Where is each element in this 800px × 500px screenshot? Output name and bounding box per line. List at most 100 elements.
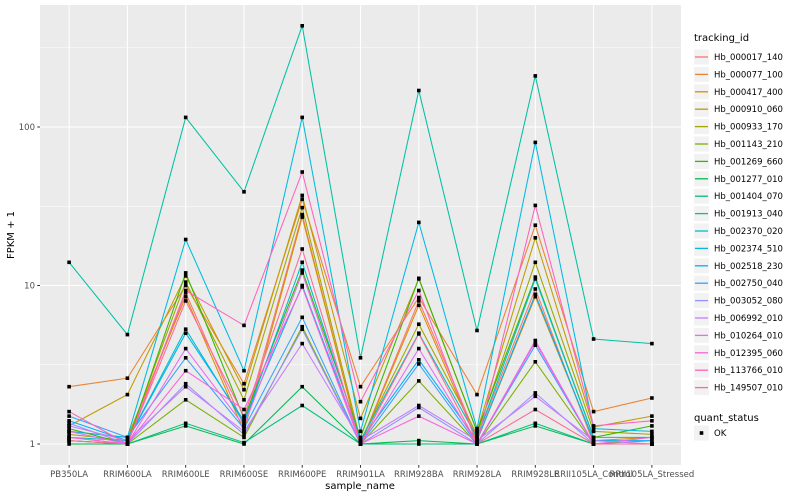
legend-entry-label: Hb_002374_510 (714, 244, 783, 254)
legend-entry-label: Hb_006992_010 (714, 314, 783, 324)
legend-entry-label: Hb_001913_040 (714, 210, 783, 220)
legend-entry-label: Hb_001143_210 (714, 140, 783, 150)
x-tick-label-PB350LA: PB350LA (50, 470, 88, 480)
data-point-Hb_001913_040-RRIM600LA (125, 332, 130, 337)
x-axis-title: sample_name (325, 481, 395, 492)
data-point-Hb_002374_510-RRIM928LA (475, 426, 479, 431)
data-point-Hb_001913_040-RRIM600SE (242, 190, 246, 194)
data-point-Hb_001913_040-PB350LA (67, 260, 71, 265)
data-point-Hb_001404_070-RRIM600PE (300, 403, 304, 408)
legend-entry-label: Hb_000417_400 (714, 88, 783, 98)
data-point-Hb_001143_210-RRIM600SE (242, 435, 246, 440)
data-point-Hb_000910_060-RRII105LA_Stressed (650, 414, 654, 418)
data-point-Hb_006992_010-RRIM600LE (183, 384, 188, 389)
data-point-Hb_006992_010-RRIM901LA (358, 438, 363, 443)
data-point-Hb_113766_010-RRIM600SE (242, 323, 246, 328)
data-point-Hb_000910_060-RRIM600PE (300, 193, 304, 198)
data-point-Hb_149507_010-PB350LA (67, 438, 71, 443)
data-point-Hb_002370_020-RRIM600LE (183, 327, 188, 331)
data-point-Hb_001277_010-PB350LA (67, 442, 71, 446)
legend-entry-label: Hb_002518_230 (714, 262, 783, 272)
data-point-Hb_113766_010-RRIM928BA (417, 288, 421, 293)
legend-entry-Hb_000910_060: Hb_000910_060 (694, 101, 783, 117)
data-point-Hb_001269_660-RRII105LA_Stressed (650, 424, 654, 428)
data-point-Hb_000077_100-RRIM600SE (242, 381, 246, 386)
x-tick-label-RRIM928LA: RRIM928LA (453, 470, 502, 480)
legend-entry-label: Hb_001277_010 (714, 175, 783, 185)
data-point-Hb_149507_010-RRIM928LA (475, 442, 479, 446)
data-point-Hb_001913_040-RRIM600PE (300, 24, 304, 28)
data-point-Hb_000077_100-PB350LA (67, 384, 71, 389)
data-point-Hb_012395_060-RRIM600SE (242, 407, 246, 412)
legend-entry-Hb_001143_210: Hb_001143_210 (694, 136, 783, 152)
data-point-Hb_001269_660-RRIM928LE (533, 275, 538, 279)
data-point-Hb_001913_040-RRII105LA_Control (591, 337, 596, 341)
data-point-Hb_000417_400-RRIM600PE (300, 215, 304, 219)
data-point-Hb_001269_660-PB350LA (67, 426, 71, 431)
x-tick-label-RRIM600PE: RRIM600PE (278, 470, 326, 480)
data-point-Hb_001143_210-RRIM928LE (533, 360, 538, 364)
data-point-Hb_003052_080-RRIM600PE (300, 327, 304, 331)
data-point-Hb_149507_010-RRIM600PE (300, 247, 304, 251)
data-point-Hb_010264_010-RRIM928BA (417, 346, 421, 351)
data-point-Hb_000017_140-RRIM928LE (533, 287, 538, 291)
legend-entry-label: Hb_001269_660 (714, 157, 783, 167)
legend-entry-label: Hb_002370_020 (714, 227, 783, 237)
legend-entry-Hb_002750_040: Hb_002750_040 (694, 275, 783, 291)
legend-entry-Hb_000417_400: Hb_000417_400 (694, 84, 783, 100)
data-point-Hb_002518_230-RRII105LA_Stressed (650, 438, 654, 443)
legend-square-swatch (699, 431, 704, 435)
data-point-Hb_002374_510-RRIM600PE (300, 115, 304, 120)
legend-entry-Hb_001269_660: Hb_001269_660 (694, 153, 783, 169)
legend-entry-Hb_010264_010: Hb_010264_010 (694, 327, 783, 343)
data-point-Hb_149507_010-RRIM928LE (533, 407, 538, 412)
data-point-Hb_001404_070-RRIM600SE (242, 440, 246, 445)
data-point-Hb_000933_170-RRIM600PE (300, 205, 304, 210)
legend-entry-quant-OK: OK (694, 425, 727, 441)
legend-entry-label: Hb_000017_140 (714, 53, 783, 63)
data-point-Hb_006992_010-RRIM928BA (417, 403, 421, 408)
data-point-Hb_006992_010-RRII105LA_Control (591, 438, 596, 443)
data-point-Hb_012395_060-RRIM928LE (533, 340, 538, 344)
data-point-Hb_149507_010-RRII105LA_Control (591, 442, 596, 446)
data-point-Hb_002750_040-RRIM928LE (533, 343, 538, 347)
data-point-Hb_001269_660-RRIM928BA (417, 276, 421, 281)
legend-entry-Hb_001277_010: Hb_001277_010 (694, 171, 783, 187)
data-point-Hb_001269_660-RRIM901LA (358, 435, 363, 440)
data-point-Hb_012395_060-RRIM600LE (183, 368, 188, 373)
legend-entry-label: Hb_000077_100 (714, 70, 783, 80)
legend-entry-label: Hb_012395_060 (714, 349, 783, 359)
data-point-Hb_000077_100-RRIM928LA (475, 392, 479, 397)
data-point-Hb_002750_040-RRIM600SE (242, 426, 246, 431)
data-point-Hb_000077_100-RRIM600PE (300, 197, 304, 202)
data-point-Hb_000077_100-RRIM600LA (125, 376, 130, 380)
data-point-Hb_001269_660-RRIM600PE (300, 268, 304, 272)
data-point-Hb_000077_100-RRII105LA_Stressed (650, 396, 654, 400)
data-point-Hb_002374_510-RRIM600SE (242, 368, 246, 373)
data-point-Hb_010264_010-RRIM600LE (183, 346, 188, 351)
legend-entry-label: Hb_000933_170 (714, 123, 783, 133)
data-point-Hb_002374_510-RRII105LA_Control (591, 426, 596, 431)
data-point-Hb_000933_170-RRIM928BA (417, 322, 421, 326)
legend-entry-label: Hb_113766_010 (714, 366, 783, 376)
data-point-Hb_113766_010-RRII105LA_Control (591, 424, 596, 428)
legend-entry-Hb_000017_140: Hb_000017_140 (694, 49, 783, 65)
data-point-Hb_006992_010-RRIM928LE (533, 394, 538, 399)
data-point-Hb_002374_510-RRII105LA_Stressed (650, 429, 654, 434)
data-point-Hb_113766_010-RRIM901LA (358, 399, 363, 404)
data-point-Hb_006992_010-PB350LA (67, 424, 71, 428)
data-point-Hb_002370_020-RRIM600SE (242, 421, 246, 426)
data-point-Hb_012395_060-RRIM600PE (300, 285, 304, 289)
x-tick-label-RRII105LA_Control: RRII105LA_Control (554, 470, 633, 480)
y-tick-label: 100 (19, 123, 35, 133)
data-point-Hb_002750_040-RRIM928BA (417, 362, 421, 366)
data-point-Hb_149507_010-RRIM600SE (242, 414, 246, 418)
data-point-Hb_002750_040-PB350LA (67, 414, 71, 418)
legend-entry-Hb_002374_510: Hb_002374_510 (694, 240, 783, 256)
data-point-Hb_010264_010-RRIM600SE (242, 424, 246, 428)
data-point-Hb_002750_040-RRIM600LE (183, 356, 188, 360)
x-tick-label-RRIM600SE: RRIM600SE (220, 470, 269, 480)
data-point-Hb_003052_080-RRIM928BA (417, 405, 421, 410)
